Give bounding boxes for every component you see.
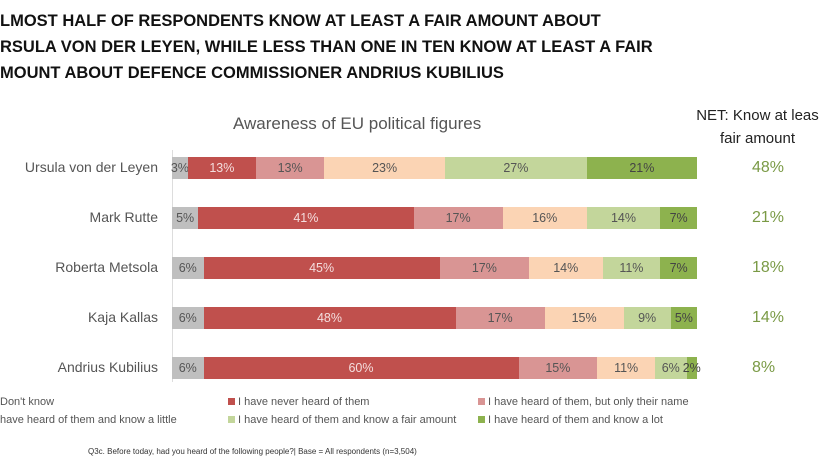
stacked-bar: 5% 41% 17% 16% 14% 7% xyxy=(172,207,697,229)
bar-segment: 21% xyxy=(586,157,697,179)
legend-label: have heard of them and know a little xyxy=(0,414,177,426)
stacked-bar: 6% 48% 17% 15% 9% 5% xyxy=(172,307,697,329)
net-value: 21% xyxy=(752,209,785,226)
bar-segment: 48% xyxy=(203,307,456,329)
footnote: Q3c. Before today, had you heard of the … xyxy=(88,447,417,456)
headline: LMOST HALF OF RESPONDENTS KNOW AT LEAST … xyxy=(0,8,825,86)
bar-segment: 16% xyxy=(502,207,587,229)
bar-segment: 13% xyxy=(187,157,256,179)
legend-item: have heard of them and know a little xyxy=(0,414,177,426)
bar-segment: 7% xyxy=(660,207,697,229)
net-header: NET: Know at leas fair amount xyxy=(690,104,825,150)
legend-item: I have heard of them, but only their nam… xyxy=(478,396,689,408)
bar-segment: 17% xyxy=(455,307,545,329)
bar-segment: 6% xyxy=(655,357,687,379)
category-label: Roberta Metsola xyxy=(55,259,158,275)
bar-segment: 6% xyxy=(172,307,204,329)
bar-segment: 23% xyxy=(324,157,445,179)
bar-segment: 5% xyxy=(670,307,697,329)
legend-label: I have heard of them and know a lot xyxy=(488,414,663,426)
headline-line: RSULA VON DER LEYEN, WHILE LESS THAN ONE… xyxy=(0,38,653,56)
legend-label: I have heard of them and know a fair amo… xyxy=(238,414,457,426)
category-label: Ursula von der Leyen xyxy=(24,159,158,175)
legend-item: I have never heard of them xyxy=(228,396,369,408)
chart-title: Awareness of EU political figures xyxy=(233,114,482,133)
bar-segment: 13% xyxy=(256,157,325,179)
legend-swatch xyxy=(228,416,235,423)
legend-label: Don't know xyxy=(0,396,55,408)
bar-segment: 6% xyxy=(172,257,204,279)
legend-label: I have never heard of them xyxy=(238,396,370,408)
net-value: 14% xyxy=(752,309,785,326)
bar-segment: 3% xyxy=(171,157,189,179)
legend-item: I have heard of them and know a lot xyxy=(478,414,663,426)
bar-segment: 60% xyxy=(203,357,519,379)
legend-item: I have heard of them and know a fair amo… xyxy=(228,414,456,426)
bar-segment: 15% xyxy=(518,357,598,379)
legend-swatch xyxy=(228,398,235,405)
bar-segment: 11% xyxy=(602,257,661,279)
legend-swatch xyxy=(478,398,485,405)
bar-segment: 7% xyxy=(660,257,697,279)
net-header-line: NET: Know at leas xyxy=(696,107,819,124)
bar-segment: 5% xyxy=(172,207,199,229)
net-value: 18% xyxy=(752,259,785,276)
category-label: Andrius Kubilius xyxy=(57,359,158,375)
stacked-bar: 3% 13% 13% 23% 27% 21% xyxy=(171,157,697,179)
bar-segment: 17% xyxy=(413,207,503,229)
headline-line: MOUNT ABOUT DEFENCE COMMISSIONER ANDRIUS… xyxy=(0,64,504,82)
legend-item: Don't know xyxy=(0,396,54,408)
legend-swatch xyxy=(478,416,485,423)
category-label: Kaja Kallas xyxy=(87,309,158,325)
bar-segment: 2% xyxy=(683,357,701,379)
bar-segment: 6% xyxy=(172,357,204,379)
category-label: Mark Rutte xyxy=(89,209,158,225)
headline-line: LMOST HALF OF RESPONDENTS KNOW AT LEAST … xyxy=(0,12,601,30)
stacked-bar: 6% 60% 15% 11% 6% 2% xyxy=(172,357,701,379)
bar-segment: 9% xyxy=(623,307,671,329)
bar-segment: 14% xyxy=(529,257,603,279)
bar-segment: 11% xyxy=(597,357,655,379)
bar-segment: 45% xyxy=(203,257,440,279)
bar-segment: 14% xyxy=(586,207,661,229)
stacked-bar: 6% 45% 17% 14% 11% 7% xyxy=(172,257,697,279)
legend-label: I have heard of them, but only their nam… xyxy=(488,396,689,408)
net-value: 8% xyxy=(752,359,776,376)
net-value: 48% xyxy=(752,159,785,176)
bar-segment: 27% xyxy=(445,157,587,179)
bar-segment: 17% xyxy=(439,257,529,279)
net-header-line: fair amount xyxy=(719,130,796,147)
bar-segment: 41% xyxy=(198,207,414,229)
bar-segment: 15% xyxy=(544,307,624,329)
